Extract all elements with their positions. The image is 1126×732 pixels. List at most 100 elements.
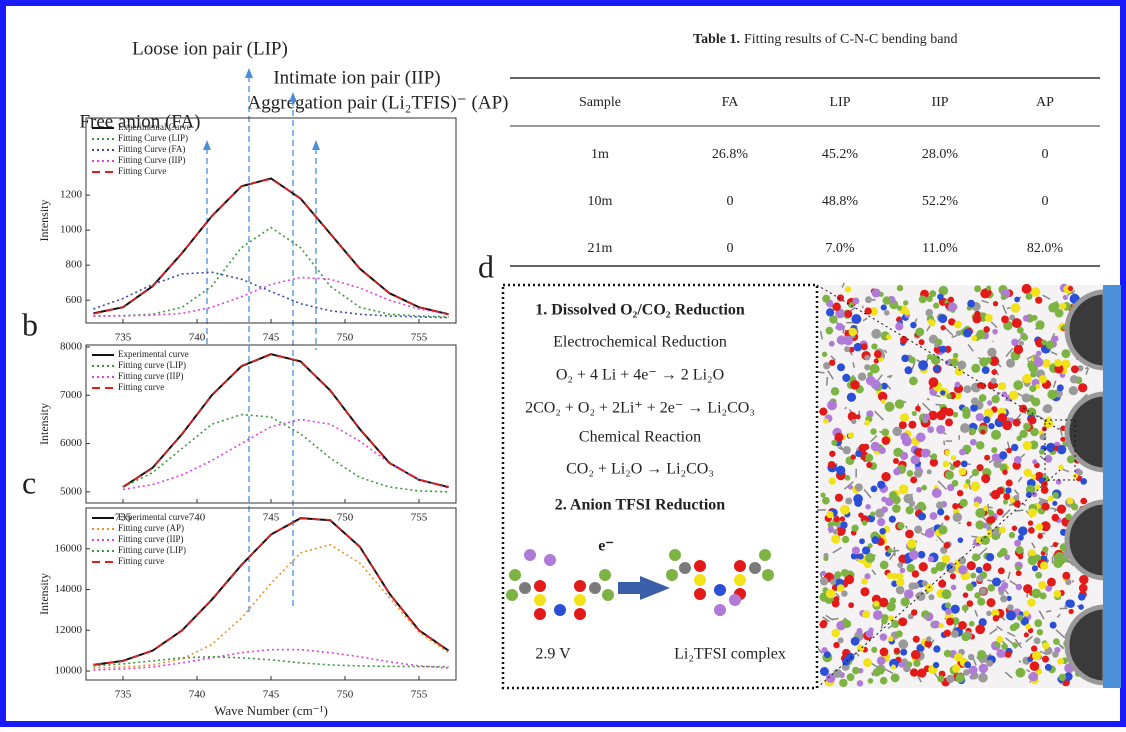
atom: [1001, 582, 1008, 589]
atom: [1030, 661, 1040, 671]
atom: [937, 675, 944, 682]
atom: [945, 470, 954, 479]
atom: [848, 602, 854, 608]
atom: [1031, 397, 1040, 406]
atom: [849, 328, 857, 336]
atom: [1024, 469, 1032, 477]
atom: [859, 444, 867, 452]
atom: [1023, 441, 1032, 450]
atom: [820, 577, 828, 585]
atom: [821, 571, 826, 576]
atom: [984, 408, 993, 417]
atom: [845, 497, 852, 504]
atom: [876, 666, 884, 674]
legend-label: Fitting curve (IIP): [118, 534, 184, 544]
atom: [946, 618, 954, 626]
atom: [830, 579, 836, 585]
atom: [734, 574, 746, 586]
y-tick-label: 7000: [60, 389, 83, 401]
atom: [824, 651, 831, 658]
table-cell: 10m: [588, 194, 613, 209]
atom: [874, 358, 879, 363]
atom: [889, 491, 897, 499]
atom: [694, 560, 706, 572]
atom: [1078, 383, 1087, 392]
atom: [979, 394, 987, 402]
atom: [978, 673, 988, 683]
atom: [963, 385, 971, 393]
x-tick-label: 745: [263, 512, 280, 524]
atom: [963, 592, 969, 598]
atom: [1016, 570, 1022, 576]
atom: [881, 497, 887, 503]
guide-head: [245, 68, 253, 78]
atom: [912, 582, 919, 589]
atom: [694, 574, 706, 586]
atom: [852, 667, 860, 675]
bond: [1015, 510, 1023, 511]
atom: [866, 630, 874, 638]
atom: [991, 378, 997, 384]
atom: [1013, 380, 1023, 390]
x-tick-label: 735: [115, 689, 132, 701]
atom: [904, 310, 910, 316]
atom: [1032, 459, 1037, 464]
atom: [934, 343, 939, 348]
atom: [844, 310, 852, 318]
atom: [1053, 638, 1060, 645]
atom: [831, 535, 840, 544]
atom: [909, 500, 915, 506]
atom: [1060, 437, 1065, 442]
bond: [832, 619, 839, 620]
legend-label: Experimental curve: [118, 512, 189, 522]
simulation-image: [816, 283, 1121, 688]
atom: [906, 506, 914, 514]
atom: [534, 580, 546, 592]
atom: [1026, 293, 1033, 300]
atom: [884, 310, 890, 316]
atom: [1046, 341, 1055, 350]
atom: [1041, 340, 1047, 346]
atom: [899, 421, 907, 429]
atom: [714, 584, 726, 596]
atom: [882, 296, 891, 305]
atom: [992, 329, 998, 335]
atom: [871, 329, 881, 339]
y-tick-label: 1200: [60, 189, 83, 201]
atom: [986, 660, 993, 667]
atom: [906, 564, 914, 572]
atom: [1031, 474, 1036, 479]
atom: [840, 521, 847, 528]
atom: [1012, 642, 1017, 647]
atom: [832, 600, 840, 608]
atom: [996, 636, 1003, 643]
atom: [829, 451, 835, 457]
atom: [967, 300, 975, 308]
atom: [974, 311, 980, 317]
atom: [957, 361, 966, 370]
atom: [1080, 478, 1087, 485]
table-cell: 1m: [591, 147, 609, 162]
atom: [1028, 520, 1033, 525]
table-cell: 0: [1042, 194, 1049, 209]
atom: [962, 411, 970, 419]
atom: [983, 326, 990, 333]
atom: [851, 637, 860, 646]
atom: [1007, 604, 1014, 611]
atom: [506, 589, 518, 601]
atom: [574, 580, 586, 592]
atom: [986, 611, 991, 616]
atom: [1060, 303, 1067, 310]
atom: [945, 608, 952, 615]
atom: [823, 553, 828, 558]
y-tick-label: 10000: [55, 665, 83, 677]
atom: [864, 355, 870, 361]
atom: [900, 649, 907, 656]
atom: [881, 618, 887, 624]
legend-label: Fitting curve (LIP): [118, 360, 186, 370]
atom: [885, 402, 895, 412]
atom: [1050, 622, 1057, 629]
atom: [1027, 598, 1035, 606]
atom: [873, 601, 879, 607]
atom: [1047, 578, 1056, 587]
